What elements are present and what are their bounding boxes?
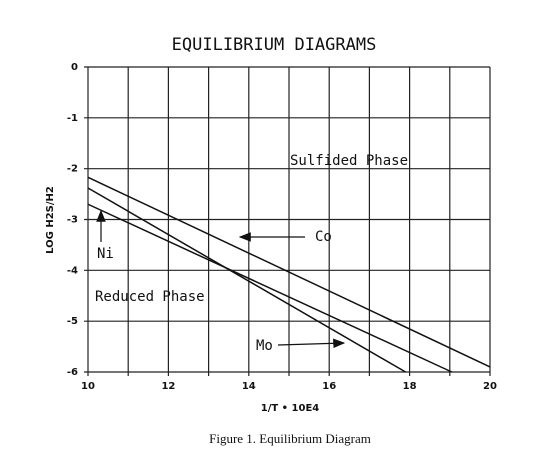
arrow bbox=[277, 338, 346, 349]
x-axis-label: 1/T • 10E4 bbox=[261, 403, 320, 414]
series-line bbox=[87, 176, 491, 368]
series-label: Ni bbox=[97, 246, 114, 262]
x-tick-label: 14 bbox=[242, 381, 256, 392]
series-line bbox=[87, 203, 453, 373]
caption: Figure 1. Equilibrium Diagram bbox=[209, 431, 371, 446]
y-tick-label: -4 bbox=[67, 265, 78, 276]
x-tick-label: 16 bbox=[322, 381, 336, 392]
x-tick-label: 18 bbox=[403, 381, 417, 392]
x-tick-label: 12 bbox=[161, 381, 175, 392]
y-tick-label: -1 bbox=[67, 113, 78, 124]
y-tick-label: -5 bbox=[67, 316, 78, 327]
x-tick-label: 20 bbox=[483, 381, 497, 392]
y-axis-label: LOG H2S/H2 bbox=[45, 186, 56, 254]
x-tick-label: 10 bbox=[81, 381, 95, 392]
series-label: Co bbox=[315, 229, 332, 245]
series-line bbox=[87, 187, 406, 373]
annotation: Reduced Phase bbox=[95, 289, 205, 305]
annotation: Sulfided Phase bbox=[290, 153, 408, 169]
y-tick-label: -2 bbox=[67, 164, 78, 175]
y-tick-label: -3 bbox=[67, 215, 78, 226]
y-tick-label: 0 bbox=[71, 62, 78, 73]
series-label: Mo bbox=[256, 338, 273, 354]
y-tick-label: -6 bbox=[67, 367, 78, 378]
chart-title: EQUILIBRIUM DIAGRAMS bbox=[172, 35, 377, 55]
